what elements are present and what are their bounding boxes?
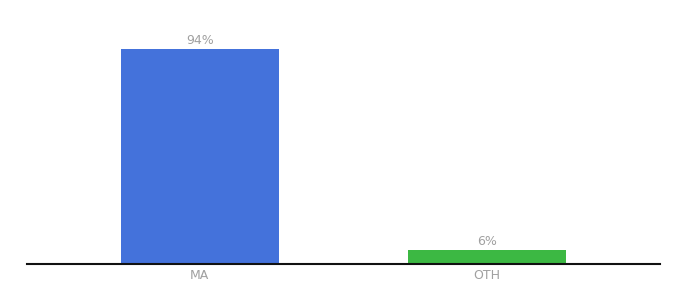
Text: 6%: 6% xyxy=(477,235,497,248)
Text: 94%: 94% xyxy=(186,34,214,47)
Bar xyxy=(120,49,279,264)
Bar xyxy=(408,250,566,264)
